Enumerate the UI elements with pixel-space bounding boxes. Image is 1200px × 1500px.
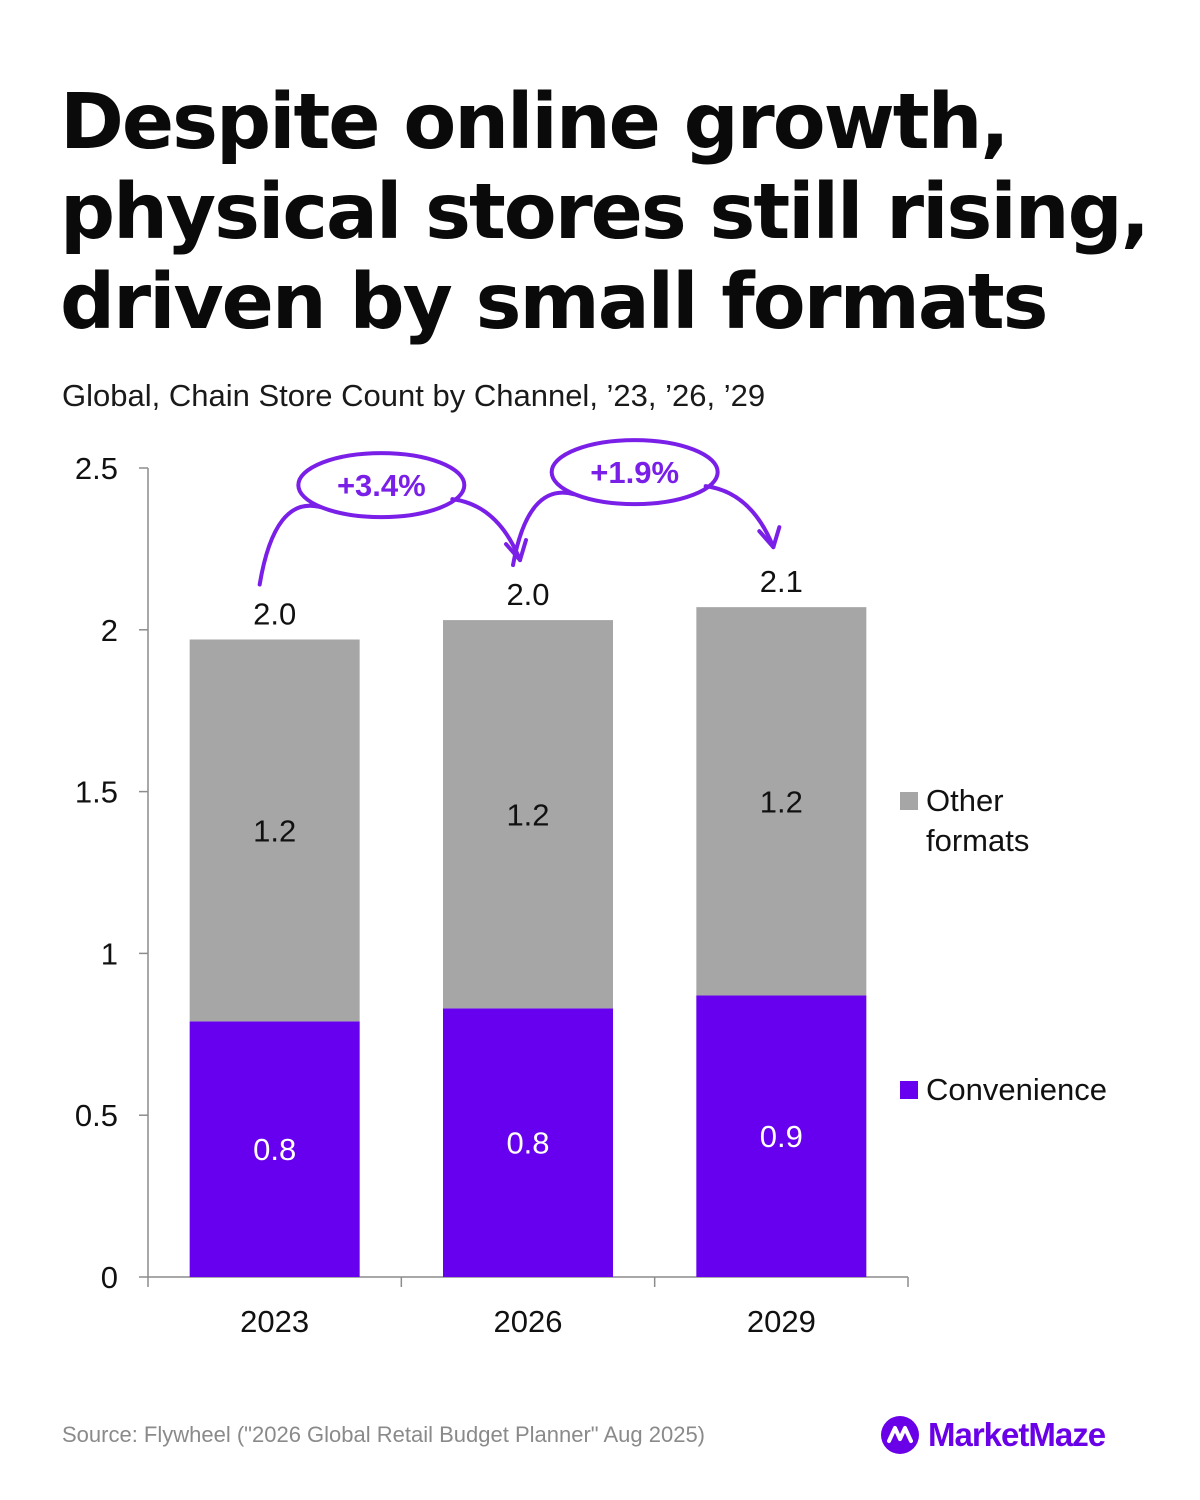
bar-other-formats-2023 — [189, 639, 360, 1022]
total-value-label: 2.0 — [506, 577, 549, 612]
arrowhead-icon — [504, 538, 528, 563]
chart-title-line: driven by small formats — [60, 258, 1048, 347]
bar-convenience-2029 — [696, 995, 867, 1277]
legend-label-line: formats — [926, 823, 1029, 858]
total-value-label: 2.1 — [760, 564, 803, 599]
chart-subtitle: Global, Chain Store Count by Channel, ’2… — [62, 378, 766, 413]
x-tick-label: 2023 — [240, 1304, 309, 1339]
y-tick-label: 0.5 — [75, 1098, 118, 1133]
bar-convenience-2026 — [443, 1008, 613, 1277]
stacked-bar-chart: 0 0.5 1 1.5 2 2.5 2023 2026 2029 0.8 1.2 2.0 0.8 1.2… — [75, 438, 1107, 1339]
growth-arrow-curve — [257, 503, 323, 587]
y-tick-label: 0 — [101, 1260, 118, 1295]
legend: Other formats Convenience — [900, 783, 1107, 1107]
x-tick-label: 2029 — [747, 1304, 816, 1339]
source-note: Source: Flywheel ("2026 Global Retail Bu… — [62, 1422, 706, 1447]
data-labels: 0.8 1.2 2.0 0.8 1.2 2.0 0.9 1.2 2.1 — [253, 564, 803, 1167]
y-tick-label: 1 — [101, 936, 118, 971]
growth-annotations: +3.4% +1.9% — [257, 438, 782, 587]
legend-swatch-other — [900, 792, 918, 810]
arrowhead-icon — [757, 525, 782, 550]
growth-arrow-curve — [511, 490, 576, 568]
legend-swatch-convenience — [900, 1081, 918, 1099]
bar-other-formats-2026 — [443, 620, 613, 1009]
bar-other-formats-2029 — [696, 607, 867, 996]
segment-value-label: 0.9 — [760, 1119, 803, 1154]
brand-name: MarketMaze — [928, 1416, 1106, 1453]
growth-bubble — [296, 451, 467, 520]
chart-title: Despite online growth, physical stores s… — [60, 78, 1170, 348]
bars — [189, 607, 867, 1277]
growth-bubble — [549, 438, 720, 507]
chart-title-line: Despite online growth, — [60, 78, 1010, 167]
legend-label-line: Other — [926, 783, 1004, 818]
y-tick-label: 2 — [101, 613, 118, 648]
growth-label: +1.9% — [590, 455, 679, 490]
marketmaze-logo-icon — [881, 1416, 919, 1454]
segment-value-label: 1.2 — [253, 813, 296, 848]
chart-title-line: physical stores still rising, — [60, 168, 1150, 257]
growth-arrow-curve — [703, 484, 776, 550]
segment-value-label: 1.2 — [506, 797, 549, 832]
x-tick-label: 2026 — [494, 1304, 563, 1339]
growth-label: +3.4% — [337, 468, 426, 503]
y-tick-label: 2.5 — [75, 451, 118, 486]
segment-value-label: 0.8 — [506, 1126, 549, 1161]
y-tick-label: 1.5 — [75, 775, 118, 810]
total-value-label: 2.0 — [253, 597, 296, 632]
legend-label-convenience: Convenience — [926, 1072, 1107, 1107]
legend-label-other: Other formats — [926, 783, 1029, 858]
segment-value-label: 0.8 — [253, 1132, 296, 1167]
segment-value-label: 1.2 — [760, 784, 803, 819]
brand: MarketMaze — [880, 1412, 1106, 1458]
bar-convenience-2023 — [189, 1021, 360, 1277]
